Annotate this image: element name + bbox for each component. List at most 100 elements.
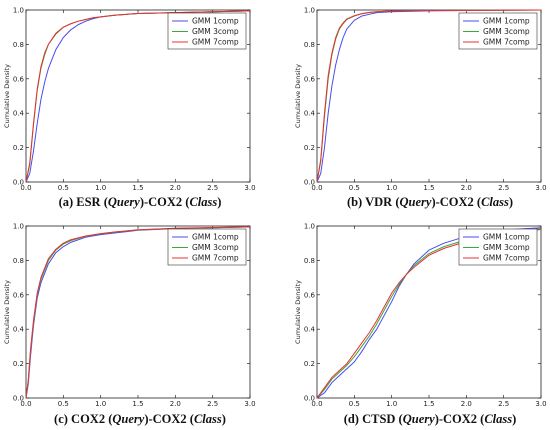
y-tick-label: 0.0	[13, 179, 24, 187]
y-axis-label: Cumulative Density	[294, 280, 302, 344]
y-tick-label: 1.0	[13, 7, 24, 15]
x-tick-label: 2.5	[498, 184, 509, 192]
y-tick-label: 0.8	[304, 41, 315, 49]
y-tick-label: 0.0	[304, 395, 315, 403]
legend-label: GMM 7comp	[192, 254, 239, 263]
y-axis-label: Cumulative Density	[3, 64, 11, 128]
caption-part: )	[222, 412, 226, 426]
caption-part: )-COX2 (	[431, 195, 481, 209]
series-line-gmm-7comp	[316, 9, 542, 183]
y-tick-label: 0.8	[13, 257, 24, 265]
y-tick-label: 1.0	[304, 223, 315, 231]
panel-caption: (d) CTSD (Query)-COX2 (Class)	[344, 412, 517, 426]
legend-label: GMM 1comp	[192, 17, 239, 26]
legend-label: GMM 1comp	[483, 233, 530, 242]
caption-part: )	[217, 195, 221, 209]
y-tick-label: 1.0	[13, 223, 24, 231]
x-tick-label: 2.0	[170, 400, 181, 408]
x-tick-label: 0.5	[349, 400, 360, 408]
x-tick-label: 3.0	[244, 400, 255, 408]
legend-label: GMM 3comp	[192, 243, 239, 252]
caption-part: )	[512, 412, 516, 426]
y-tick-label: 0.0	[13, 395, 24, 403]
y-axis-label: Cumulative Density	[294, 64, 302, 128]
x-tick-label: 2.5	[207, 400, 218, 408]
y-tick-label: 0.2	[13, 144, 24, 152]
caption-part: )	[509, 195, 513, 209]
x-tick-label: 0.0	[20, 400, 31, 408]
caption-part: (a) ESR (	[59, 195, 108, 209]
y-tick-label: 0.2	[13, 360, 24, 368]
chart-panel-a: 0.0 0.5 1.0 1.5 2.0 2.5 3.0 0.0 0.2 0.4 0.6 0.8 1.0 C…	[3, 7, 256, 210]
x-tick-label: 2.0	[170, 184, 181, 192]
legend-box	[458, 228, 538, 266]
x-tick-label: 0.5	[58, 400, 69, 408]
panel-caption: (a) ESR (Query)-COX2 (Class)	[59, 195, 222, 209]
y-tick-label: 0.4	[304, 110, 316, 118]
x-tick-label: 1.5	[423, 400, 434, 408]
y-tick-label: 0.6	[13, 291, 25, 299]
y-tick-label: 0.4	[13, 110, 25, 118]
caption-italic-part: Query	[403, 412, 435, 426]
caption-italic-part: Class	[194, 412, 222, 426]
y-tick-label: 1.0	[304, 7, 315, 15]
legend-label: GMM 3comp	[483, 27, 530, 36]
x-tick-label: 2.5	[207, 184, 218, 192]
y-tick-label: 0.6	[13, 75, 25, 83]
y-tick-label: 0.4	[13, 326, 25, 334]
caption-italic-part: Query	[108, 195, 140, 209]
legend-label: GMM 1comp	[483, 17, 530, 26]
series-line-gmm-7comp	[25, 10, 251, 183]
caption-italic-part: Class	[481, 195, 509, 209]
x-tick-label: 0.0	[311, 400, 322, 408]
x-tick-label: 3.0	[244, 184, 255, 192]
legend-box	[167, 12, 247, 50]
caption-part: )-COX2 (	[435, 412, 485, 426]
y-tick-label: 0.4	[304, 326, 316, 334]
panel-caption: (b) VDR (Query)-COX2 (Class)	[347, 195, 513, 209]
panel-caption: (c) COX2 (Query)-COX2 (Class)	[54, 412, 226, 426]
x-tick-label: 1.0	[95, 400, 106, 408]
y-tick-label: 0.0	[304, 179, 315, 187]
x-tick-label: 1.0	[386, 400, 397, 408]
caption-italic-part: Query	[399, 195, 431, 209]
caption-part: (d) CTSD (	[344, 412, 403, 426]
y-axis-label: Cumulative Density	[3, 280, 11, 344]
chart-panel-b: 0.0 0.5 1.0 1.5 2.0 2.5 3.0 0.0 0.2 0.4 0.6 0.8 1.0 C…	[294, 7, 547, 210]
legend-label: GMM 3comp	[192, 27, 239, 36]
caption-italic-part: Query	[112, 412, 144, 426]
x-tick-label: 3.0	[535, 400, 546, 408]
y-tick-label: 0.8	[13, 41, 24, 49]
x-tick-label: 3.0	[535, 184, 546, 192]
legend-label: GMM 7comp	[483, 38, 530, 47]
caption-part: (b) VDR (	[347, 195, 400, 209]
chart-panel-c: 0.0 0.5 1.0 1.5 2.0 2.5 3.0 0.0 0.2 0.4 0.6 0.8 1.0 C…	[3, 223, 256, 427]
y-tick-label: 0.2	[304, 360, 315, 368]
caption-italic-part: Class	[189, 195, 217, 209]
y-tick-label: 0.2	[304, 144, 315, 152]
legend-label: GMM 7comp	[192, 38, 239, 47]
series-line-gmm-1comp	[316, 9, 542, 183]
x-tick-label: 1.5	[423, 184, 434, 192]
x-tick-label: 0.5	[58, 184, 69, 192]
x-tick-label: 2.0	[461, 400, 472, 408]
caption-part: )-COX2 (	[140, 195, 190, 209]
x-tick-label: 1.5	[132, 400, 143, 408]
x-tick-label: 2.5	[498, 400, 509, 408]
x-tick-label: 2.0	[461, 184, 472, 192]
x-tick-label: 1.5	[132, 184, 143, 192]
x-tick-label: 0.5	[349, 184, 360, 192]
x-tick-label: 0.0	[311, 184, 322, 192]
caption-italic-part: Class	[484, 412, 512, 426]
x-tick-label: 1.0	[386, 184, 397, 192]
legend-label: GMM 7comp	[483, 254, 530, 263]
y-tick-label: 0.6	[304, 75, 316, 83]
chart-panel-d: 0.0 0.5 1.0 1.5 2.0 2.5 3.0 0.0 0.2 0.4 0.6 0.8 1.0 C…	[294, 223, 547, 427]
x-tick-label: 1.0	[95, 184, 106, 192]
x-tick-label: 0.0	[20, 184, 31, 192]
